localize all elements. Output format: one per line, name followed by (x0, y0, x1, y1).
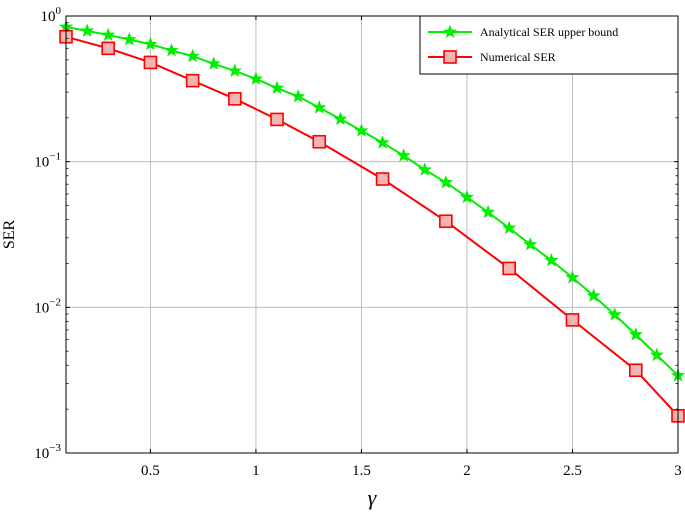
y-tick-exponent: 0 (56, 5, 62, 17)
star-marker (481, 204, 496, 219)
star-marker (122, 32, 137, 46)
x-tick-label: 1 (252, 463, 260, 479)
x-tick-label: 1.5 (352, 463, 371, 479)
legend-box (419, 15, 679, 75)
y-tick-base: 10 (34, 155, 49, 171)
square-marker (270, 112, 284, 127)
y-tick-base: 10 (34, 300, 49, 316)
star-marker (628, 327, 643, 341)
square-marker (443, 50, 457, 64)
star-marker (101, 27, 116, 42)
star-marker (354, 123, 369, 137)
y-tick-label: 10−1 (34, 151, 61, 171)
x-tick-label: 2 (463, 463, 471, 479)
square-marker (185, 73, 200, 88)
legend-item: Numerical SER (428, 50, 556, 64)
star-marker (523, 237, 538, 251)
x-tick-label: 3 (674, 463, 682, 479)
star-marker (649, 347, 664, 362)
star-marker (417, 162, 432, 176)
star-marker (248, 71, 263, 85)
y-tick-base: 10 (41, 9, 56, 25)
legend-label: Analytical SER upper bound (480, 25, 618, 39)
star-marker (143, 36, 158, 51)
y-axis-title: SER (1, 220, 18, 250)
star-marker (375, 135, 390, 149)
x-tick-label: 2.5 (563, 463, 582, 479)
star-marker (544, 252, 559, 267)
plot-frame (65, 15, 679, 454)
star-marker (442, 24, 458, 39)
plot-series (58, 19, 685, 423)
y-tick-label: 10−3 (34, 442, 61, 462)
y-tick-label: 100 (41, 5, 62, 25)
legend-label: Numerical SER (480, 50, 556, 64)
square-marker (143, 55, 158, 70)
star-marker (312, 100, 327, 114)
y-tick-exponent: −3 (49, 442, 61, 454)
square-marker (628, 363, 643, 378)
y-tick-base: 10 (34, 446, 49, 462)
star-marker (586, 288, 601, 302)
star-marker (333, 111, 348, 126)
square-marker (502, 261, 516, 276)
star-marker (164, 43, 179, 57)
star-marker (565, 270, 580, 284)
square-marker (439, 214, 453, 229)
legend-item: Analytical SER upper bound (428, 24, 618, 39)
x-tick-label: 0.5 (141, 463, 160, 479)
series-star (58, 19, 685, 382)
star-marker (185, 48, 200, 63)
star-marker (206, 56, 221, 70)
star-marker (502, 220, 517, 235)
y-tick-exponent: −2 (49, 296, 61, 308)
star-marker (396, 148, 411, 162)
square-marker (565, 313, 580, 327)
star-marker (269, 80, 285, 95)
square-marker (228, 92, 242, 106)
square-marker (101, 41, 116, 56)
legend: Analytical SER upper bound Numerical SER (419, 15, 679, 75)
star-marker (291, 89, 306, 103)
star-marker (459, 189, 475, 204)
square-marker (375, 172, 390, 186)
x-axis-title: γ (368, 485, 378, 510)
star-marker (438, 175, 453, 189)
star-marker (227, 63, 242, 77)
y-tick-exponent: −1 (49, 151, 61, 163)
series-line (65, 26, 679, 377)
grid (66, 15, 679, 454)
star-marker (607, 307, 622, 321)
star-marker (80, 23, 95, 37)
series-square (59, 29, 685, 423)
y-tick-label: 10−2 (34, 296, 61, 316)
series-line (65, 35, 679, 417)
square-marker (312, 134, 327, 149)
